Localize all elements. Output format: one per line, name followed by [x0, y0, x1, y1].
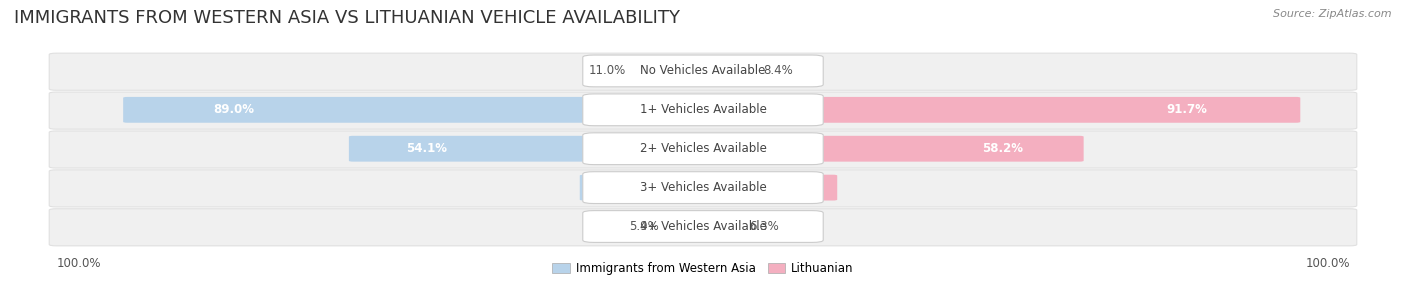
Text: 91.7%: 91.7%: [1166, 103, 1208, 116]
Text: 54.1%: 54.1%: [405, 142, 447, 155]
Text: 6.3%: 6.3%: [749, 220, 779, 233]
Text: 4+ Vehicles Available: 4+ Vehicles Available: [640, 220, 766, 233]
Text: 20.1%: 20.1%: [773, 181, 814, 194]
Text: 3+ Vehicles Available: 3+ Vehicles Available: [640, 181, 766, 194]
Text: 100.0%: 100.0%: [1305, 257, 1350, 270]
Text: 1+ Vehicles Available: 1+ Vehicles Available: [640, 103, 766, 116]
Legend: Immigrants from Western Asia, Lithuanian: Immigrants from Western Asia, Lithuanian: [547, 258, 859, 280]
Text: IMMIGRANTS FROM WESTERN ASIA VS LITHUANIAN VEHICLE AVAILABILITY: IMMIGRANTS FROM WESTERN ASIA VS LITHUANI…: [14, 9, 681, 27]
Text: 100.0%: 100.0%: [56, 257, 101, 270]
Text: 89.0%: 89.0%: [214, 103, 254, 116]
Text: 58.2%: 58.2%: [981, 142, 1024, 155]
Text: Source: ZipAtlas.com: Source: ZipAtlas.com: [1274, 9, 1392, 19]
Text: 8.4%: 8.4%: [763, 64, 793, 78]
Text: No Vehicles Available: No Vehicles Available: [640, 64, 766, 78]
Text: 18.4%: 18.4%: [602, 181, 643, 194]
Text: 11.0%: 11.0%: [589, 64, 626, 78]
Text: 5.9%: 5.9%: [630, 220, 659, 233]
Text: 2+ Vehicles Available: 2+ Vehicles Available: [640, 142, 766, 155]
